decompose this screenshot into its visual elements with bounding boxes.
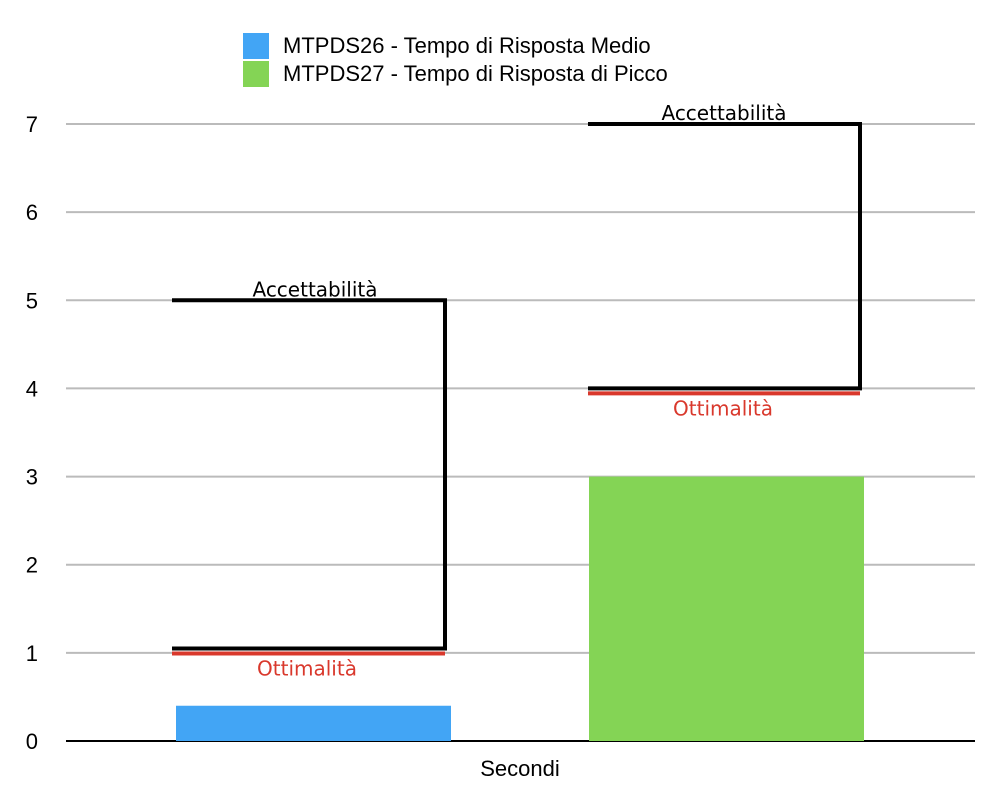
- legend-item-mtpds27: MTPDS27 - Tempo di Risposta di Picco: [243, 60, 668, 88]
- legend-swatch-mtpds26: [243, 33, 269, 59]
- acceptability-bracket-0: [172, 298, 447, 651]
- optimality-label-1: Ottimalità: [673, 396, 773, 420]
- legend-swatch-mtpds27: [243, 61, 269, 87]
- y-tick-label: 6: [26, 200, 38, 225]
- x-axis-label: Secondi: [480, 756, 560, 781]
- y-tick-label: 1: [26, 641, 38, 666]
- legend-label-mtpds26: MTPDS26 - Tempo di Risposta Medio: [283, 33, 651, 58]
- y-tick-label: 0: [26, 729, 38, 754]
- bar-0: [176, 705, 451, 741]
- y-tick-label: 5: [26, 288, 38, 313]
- y-tick-label: 7: [26, 112, 38, 137]
- legend-item-mtpds26: MTPDS26 - Tempo di Risposta Medio: [243, 32, 668, 60]
- y-tick-label: 4: [26, 376, 38, 401]
- acceptability-label-1: Accettabilità: [661, 101, 786, 125]
- bar-1: [589, 476, 864, 741]
- y-tick-label: 2: [26, 553, 38, 578]
- acceptability-bracket-1: [588, 122, 862, 391]
- acceptability-label-0: Accettabilità: [252, 277, 377, 301]
- chart-legend: MTPDS26 - Tempo di Risposta Medio MTPDS2…: [243, 32, 668, 88]
- legend-label-mtpds27: MTPDS27 - Tempo di Risposta di Picco: [283, 61, 668, 86]
- optimality-label-0: Ottimalità: [257, 656, 357, 680]
- y-tick-label: 3: [26, 465, 38, 490]
